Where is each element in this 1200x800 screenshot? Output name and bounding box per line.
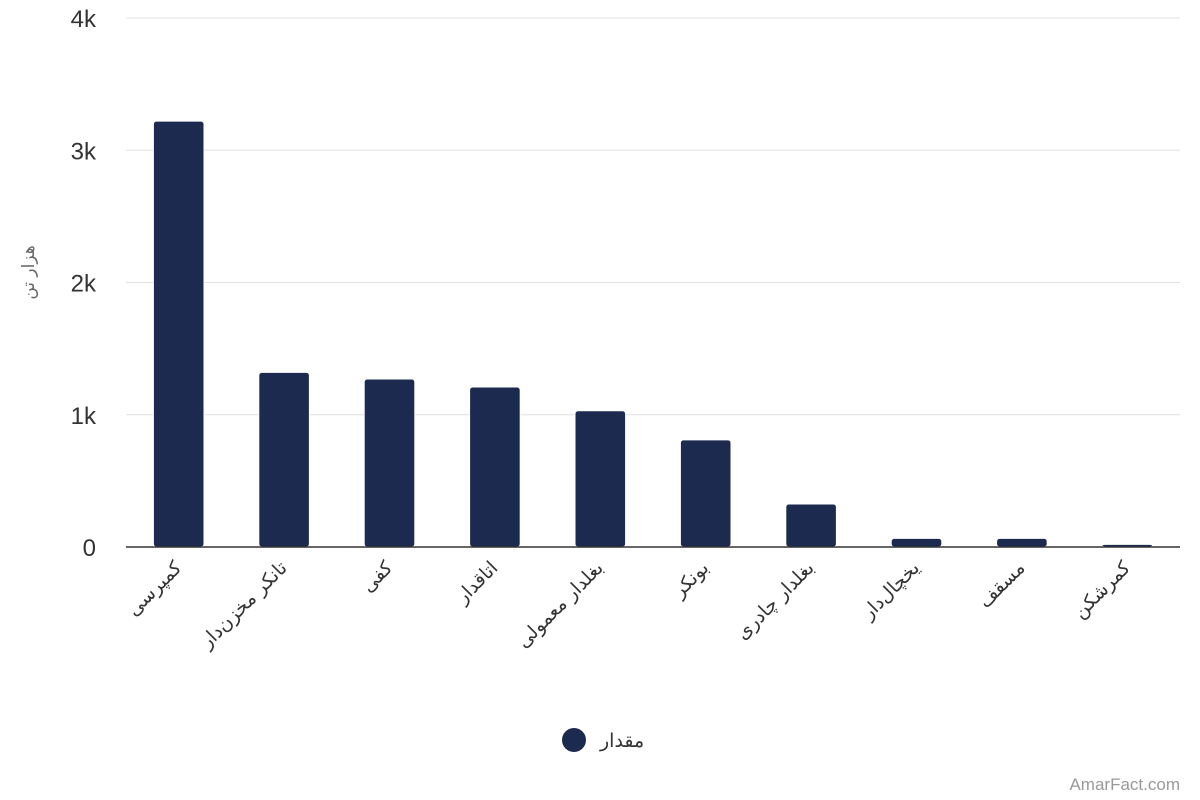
- legend-marker: [562, 728, 586, 752]
- legend-label: مقدار: [599, 730, 644, 752]
- bar-6[interactable]: [785, 503, 837, 548]
- x-category-label: مسقف: [974, 557, 1029, 612]
- bar-5[interactable]: [679, 439, 732, 548]
- x-category-label: یخچال‌دار: [857, 557, 924, 624]
- x-category-label: کمپرسی: [123, 556, 187, 620]
- x-category-label: تانکر مخزن‌دار: [195, 557, 291, 653]
- x-category-label: بونکر: [668, 557, 714, 603]
- legend[interactable]: مقدار: [562, 728, 644, 752]
- y-tick-label: 2k: [71, 271, 97, 298]
- x-category-label: بغلدار معمولی: [512, 557, 607, 652]
- bar-1[interactable]: [258, 371, 310, 548]
- y-tick-label: 1k: [71, 403, 97, 430]
- bar-8[interactable]: [996, 537, 1048, 548]
- bar-7[interactable]: [890, 537, 943, 548]
- bar-0[interactable]: [152, 120, 205, 548]
- y-tick-label: 4k: [71, 6, 97, 33]
- credit-link[interactable]: AmarFact.com: [1069, 775, 1180, 794]
- x-category-label: کفی: [357, 556, 398, 597]
- bar-4[interactable]: [574, 410, 627, 548]
- x-category-label: کمرشکن: [1069, 556, 1136, 623]
- bar-2[interactable]: [363, 378, 416, 548]
- y-axis-title: هزار تن: [19, 245, 39, 299]
- bar-3[interactable]: [469, 386, 521, 548]
- x-category-label: اتاقدار: [451, 557, 503, 609]
- y-tick-label: 0: [83, 535, 96, 562]
- x-category-label: بغلدار چادری: [731, 557, 818, 644]
- y-tick-label: 3k: [71, 138, 97, 165]
